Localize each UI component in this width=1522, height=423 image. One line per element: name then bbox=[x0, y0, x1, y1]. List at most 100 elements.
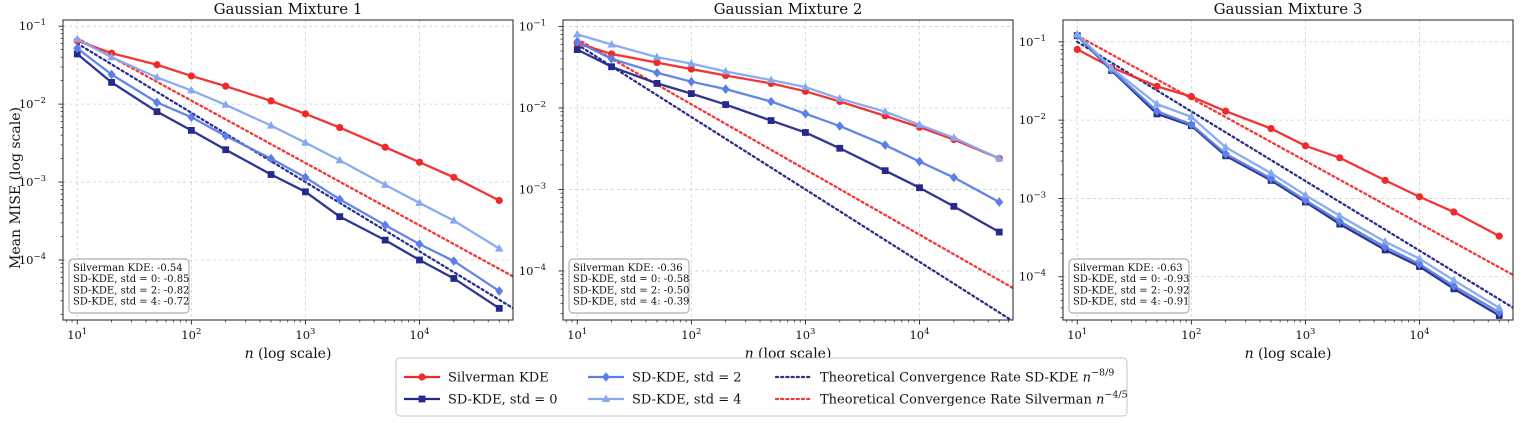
series-line-sd4 bbox=[576, 33, 1000, 160]
data-point-sd2 bbox=[1152, 106, 1161, 117]
legend-label: Theoretical Convergence Rate SD-KDE n−8/… bbox=[820, 368, 1114, 386]
data-point-silverman bbox=[381, 143, 389, 151]
data-point-sd4 bbox=[766, 75, 776, 84]
data-point-silverman bbox=[153, 61, 161, 69]
data-point-sd4 bbox=[1415, 254, 1424, 262]
data-point-sd0 bbox=[187, 127, 195, 134]
data-point-silverman bbox=[1450, 208, 1458, 216]
data-point-silverman bbox=[187, 72, 195, 80]
x-tick-label: 102 bbox=[1181, 327, 1201, 342]
data-point-sd0 bbox=[302, 188, 309, 196]
x-axis-label: n (log scale) bbox=[1245, 346, 1332, 362]
data-point-silverman bbox=[1415, 193, 1424, 201]
x-tick-label: 102 bbox=[181, 327, 201, 342]
legend-label: SD-KDE, std = 4 bbox=[632, 393, 742, 408]
legend: Silverman KDE SD-KDE, std = 0 SD-KDE, std … bbox=[395, 357, 1128, 417]
stats-box bbox=[1068, 258, 1190, 314]
legend-frame bbox=[395, 357, 1128, 417]
legend-marker bbox=[418, 373, 426, 381]
data-point-sd0 bbox=[381, 236, 389, 244]
data-point-sd0 bbox=[995, 228, 1003, 236]
theory-line-theory_silverman bbox=[76, 37, 513, 278]
data-point-sd2 bbox=[949, 172, 958, 183]
theory-line-theory_silverman bbox=[576, 37, 1013, 290]
data-point-sd2 bbox=[1335, 216, 1344, 227]
data-point-sd4 bbox=[266, 121, 276, 129]
data-point-sd2 bbox=[687, 76, 696, 87]
data-point-sd0 bbox=[416, 256, 423, 264]
data-point-sd4 bbox=[187, 85, 196, 94]
data-point-sd2 bbox=[835, 121, 844, 131]
data-point-sd2 bbox=[721, 84, 730, 94]
data-point-sd2 bbox=[652, 67, 661, 78]
legend-item-theory_sd: Theoretical Convergence Rate SD-KDE n−8/… bbox=[774, 368, 1114, 386]
data-point-sd2 bbox=[267, 153, 276, 164]
data-point-sd2 bbox=[767, 96, 776, 107]
data-point-silverman bbox=[495, 196, 503, 205]
panel-3: 101 102 103 104 10−4 10−3 10−2 10−1 Gaussian Mix… bbox=[1019, 0, 1514, 362]
data-point-sd0 bbox=[495, 304, 503, 312]
x-axis-label: n (log scale) bbox=[245, 346, 332, 362]
data-point-sd4 bbox=[1380, 237, 1390, 245]
data-point-sd2 bbox=[73, 43, 82, 54]
series-line-sd2 bbox=[76, 47, 500, 292]
data-point-silverman bbox=[222, 82, 230, 90]
stats-line: SD-KDE, std = 2: -0.92 bbox=[1073, 285, 1189, 296]
y-tick-label: 10−3 bbox=[519, 181, 546, 196]
data-point-sd4 bbox=[107, 52, 116, 61]
data-point-sd4 bbox=[949, 133, 959, 141]
data-point-sd2 bbox=[495, 286, 504, 296]
data-point-sd0 bbox=[950, 202, 958, 210]
data-point-silverman bbox=[415, 158, 424, 166]
legend-label: Silverman KDE bbox=[448, 371, 549, 386]
data-point-sd2 bbox=[187, 112, 196, 122]
data-point-sd4 bbox=[415, 198, 424, 206]
stats-line: SD-KDE, std = 4: -0.39 bbox=[573, 297, 689, 308]
data-point-sd2 bbox=[1221, 149, 1230, 159]
y-tick-label: 10−1 bbox=[519, 18, 546, 33]
data-point-silverman bbox=[267, 97, 275, 105]
data-point-sd2 bbox=[415, 239, 424, 249]
theory-line-theory_sd bbox=[76, 42, 513, 310]
data-point-silverman bbox=[450, 173, 458, 181]
data-point-sd4 bbox=[995, 153, 1004, 162]
data-point-sd4 bbox=[880, 107, 890, 115]
data-point-sd0 bbox=[653, 80, 661, 87]
x-tick-label: 102 bbox=[681, 327, 701, 342]
data-point-sd0 bbox=[802, 129, 809, 136]
data-point-silverman bbox=[1336, 154, 1344, 162]
stats-line: SD-KDE, std = 2: -0.50 bbox=[573, 285, 689, 296]
data-point-sd4 bbox=[687, 59, 696, 67]
data-point-sd0 bbox=[73, 50, 81, 58]
series-line-silverman bbox=[76, 39, 500, 202]
data-point-sd2 bbox=[107, 69, 116, 80]
data-point-sd2 bbox=[1415, 259, 1424, 269]
data-point-sd0 bbox=[687, 90, 695, 97]
data-point-silverman bbox=[1301, 142, 1310, 150]
legend-marker bbox=[602, 372, 610, 382]
data-point-sd4 bbox=[835, 94, 844, 102]
data-point-sd2 bbox=[335, 194, 344, 205]
plot-area bbox=[573, 29, 1013, 320]
legend-item-sd4: SD-KDE, std = 4 bbox=[588, 393, 742, 408]
y-tick-label: 10−1 bbox=[19, 18, 46, 33]
y-tick-label: 10−3 bbox=[1019, 190, 1046, 205]
panel-2: 101 102 103 104 10−4 10−3 10−2 10−1 Gaussian Mix… bbox=[519, 0, 1014, 362]
axes-frame bbox=[1062, 19, 1514, 321]
stats-line: Silverman KDE: -0.36 bbox=[573, 263, 683, 274]
legend-marker bbox=[601, 394, 611, 402]
data-point-sd2 bbox=[1449, 281, 1458, 291]
data-point-sd2 bbox=[801, 108, 810, 119]
data-point-sd4 bbox=[495, 244, 504, 252]
legend-label: Theoretical Convergence Rate Silverman n… bbox=[820, 390, 1128, 408]
y-tick-label: 10−2 bbox=[519, 100, 546, 115]
panel-title: Gaussian Mixture 2 bbox=[714, 0, 863, 18]
legend-marker bbox=[418, 395, 426, 403]
stats-line: SD-KDE, std = 0: -0.85 bbox=[73, 274, 189, 285]
data-point-silverman bbox=[607, 50, 616, 58]
data-point-sd4 bbox=[1221, 142, 1230, 151]
x-tick-label: 104 bbox=[909, 327, 929, 342]
data-point-sd0 bbox=[153, 108, 161, 116]
data-point-sd4 bbox=[721, 66, 730, 75]
